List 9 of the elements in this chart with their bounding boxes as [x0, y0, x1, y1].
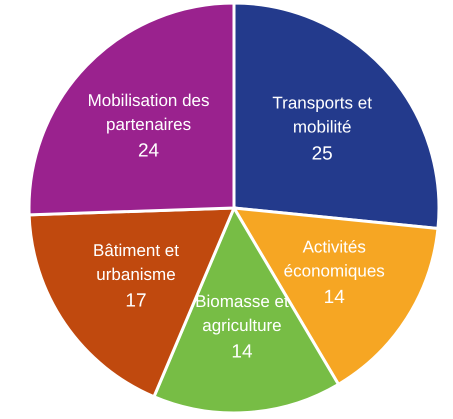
data-label: 14 [231, 342, 253, 363]
slice-label: Transports et mobilité [272, 94, 372, 137]
data-label: 17 [125, 290, 147, 312]
data-label: 14 [324, 286, 346, 308]
slice-label: Bâtiment et urbanisme [92, 240, 180, 284]
slice-label: Activités économiques [284, 237, 385, 280]
slice-label: Mobilisation des partenaires [88, 90, 210, 134]
data-label: 24 [138, 140, 160, 162]
data-label: 25 [312, 143, 333, 164]
